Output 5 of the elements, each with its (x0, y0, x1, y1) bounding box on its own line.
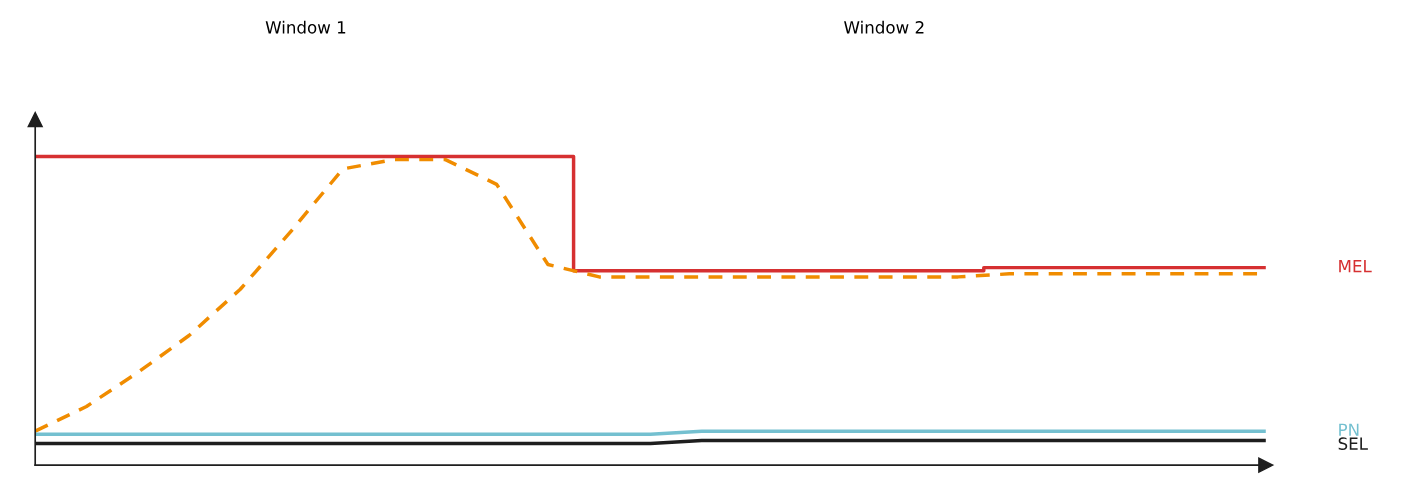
text: MEL (1339, 260, 1372, 273)
text: Window 1 (265, 20, 346, 34)
text: Window 2 (844, 20, 924, 34)
text: SEL (1338, 437, 1368, 450)
text: PN (1339, 423, 1359, 436)
